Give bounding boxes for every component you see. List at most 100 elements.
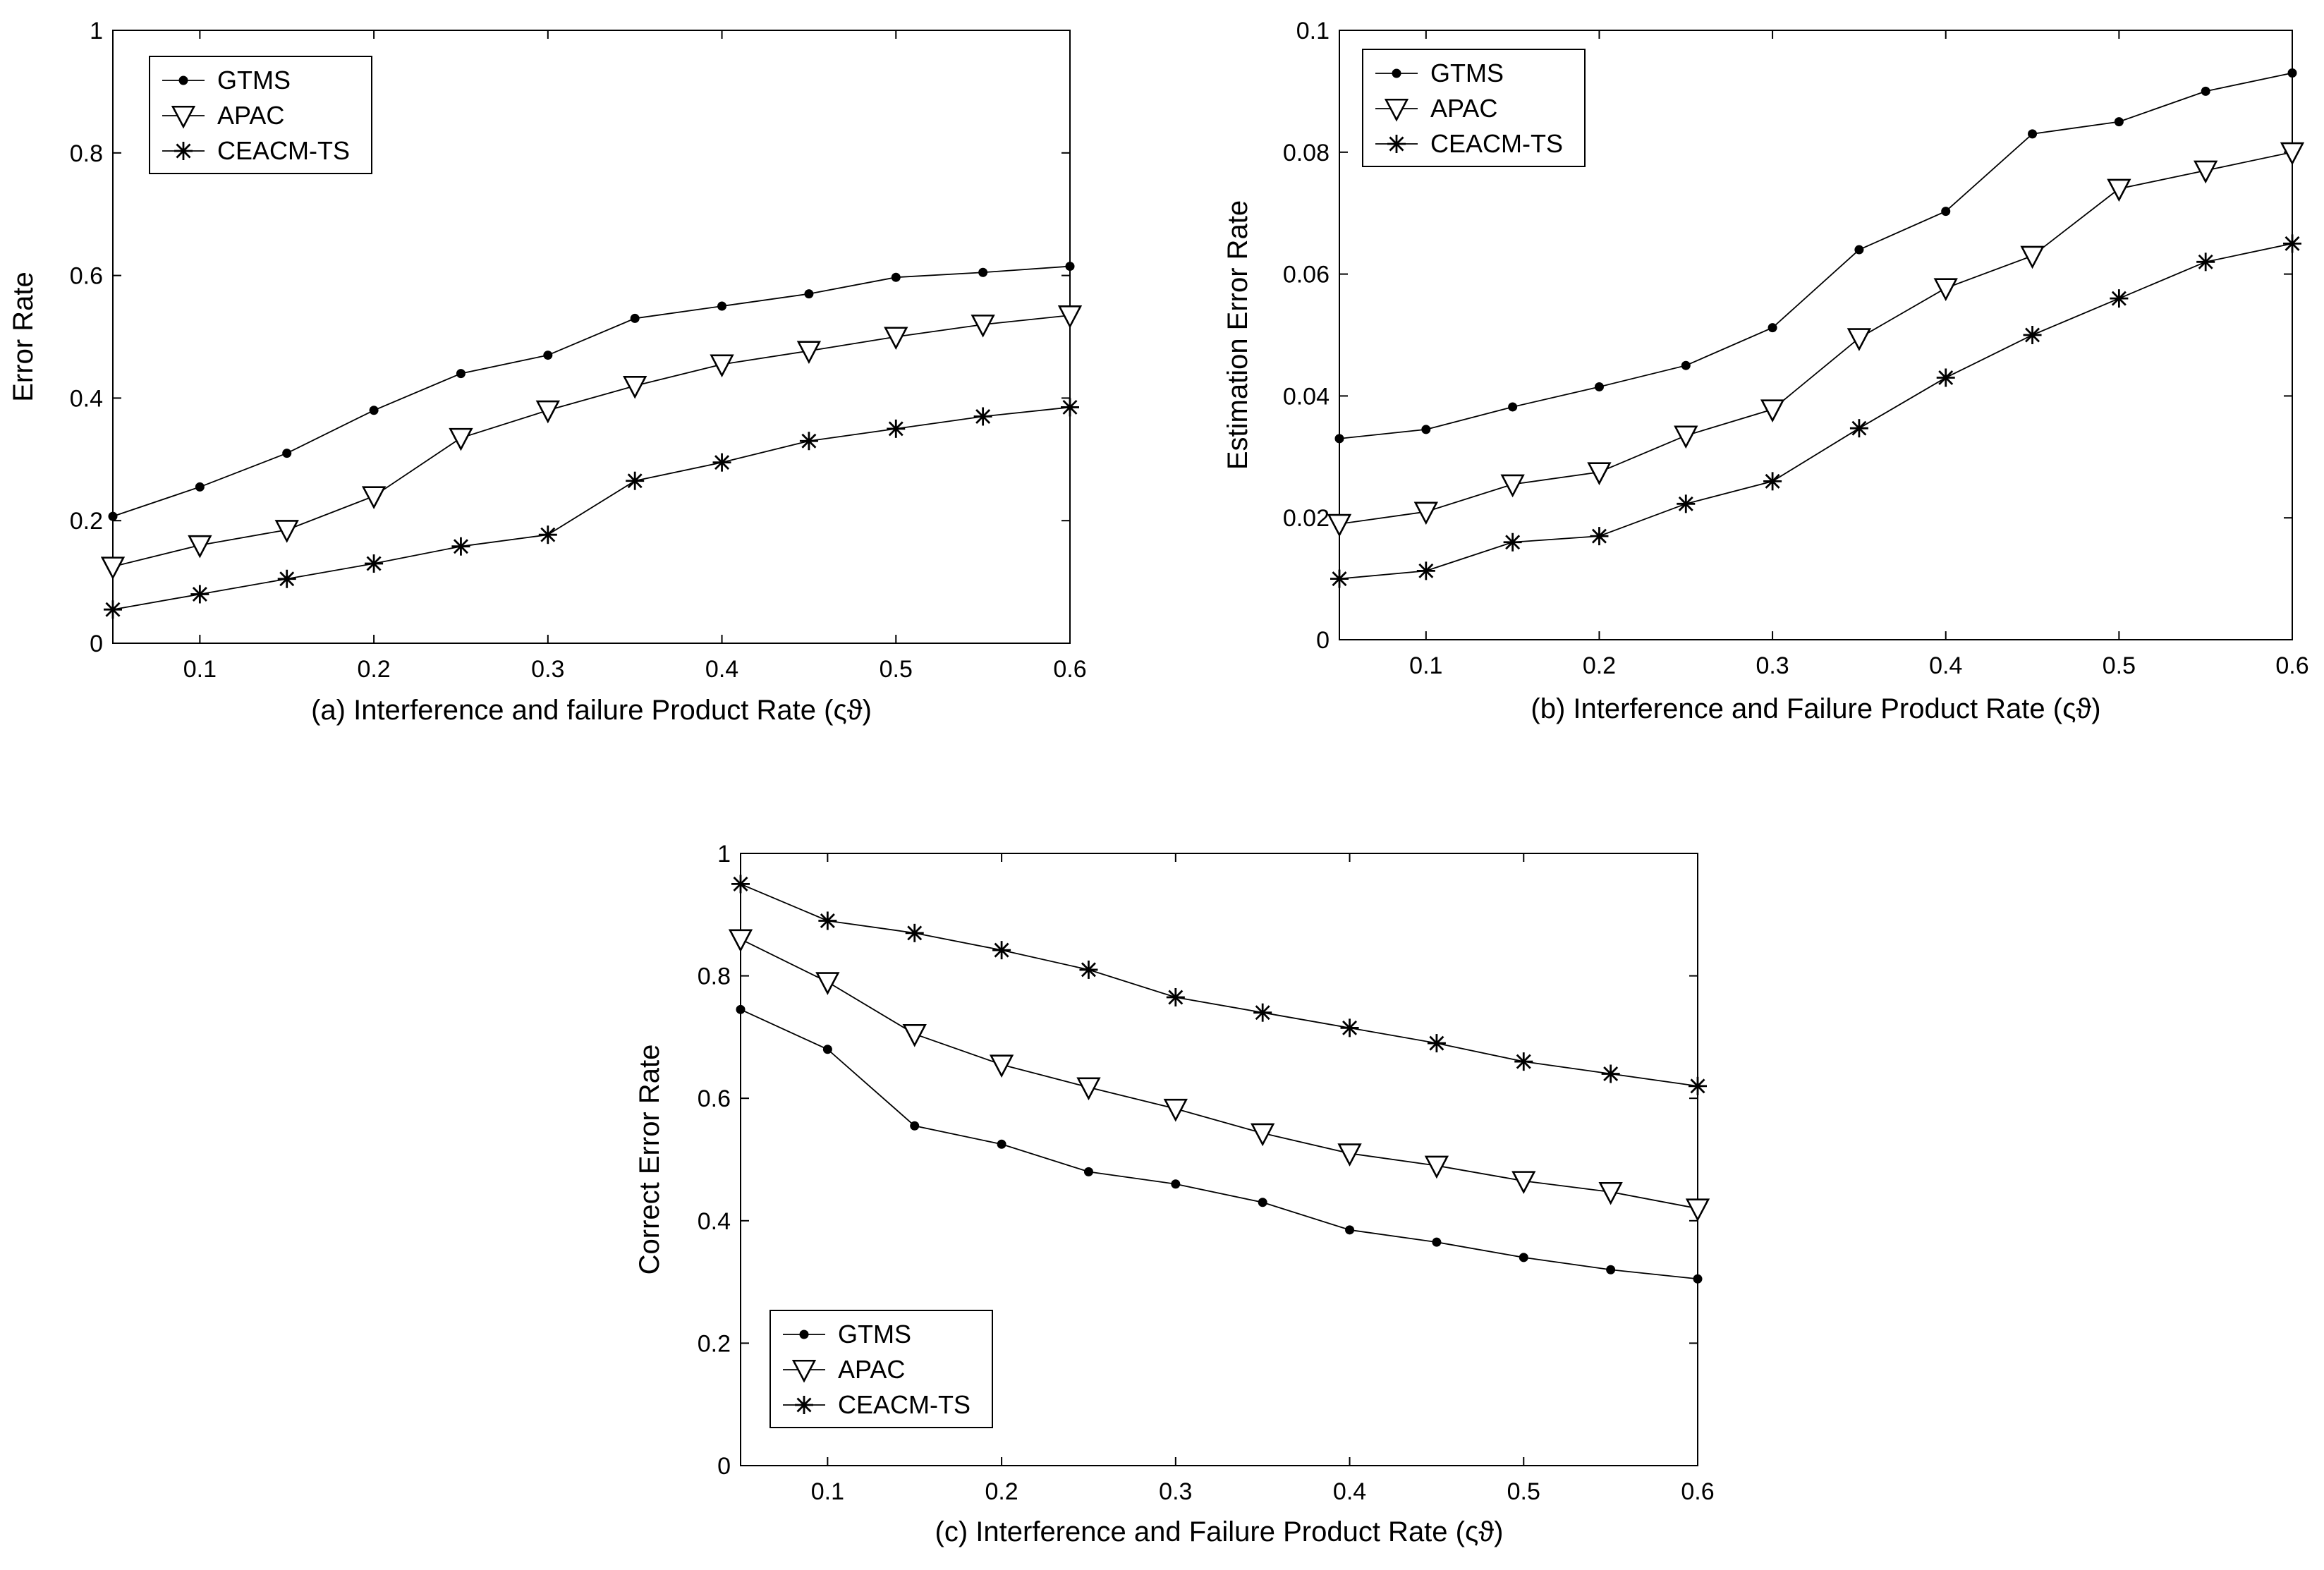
chart-b-series-ceacm-ts-point: [2110, 289, 2129, 308]
chart-a-series-ceacm-ts-point: [538, 525, 557, 544]
chart-c-xtick-label: 0.2: [985, 1478, 1018, 1505]
chart-a-series-gtms-point: [978, 267, 988, 277]
chart-c-series-ceacm-ts-point-stroke: [1690, 1078, 1705, 1094]
chart-b-series-apac-point: [2280, 142, 2305, 166]
chart-a-series-ceacm-ts-point: [365, 554, 384, 573]
chart-a-xtick-label: 0.1: [183, 656, 217, 683]
chart-a-ytick-label: 0.4: [70, 385, 103, 412]
chart-b-series-apac-point: [2020, 245, 2045, 269]
chart-b: 0.1 0.2 0.3 0.4 0.5 0.6 0 0.02 0.04 0.06 0.08 0.1 (b…: [1222, 18, 2309, 724]
chart-b-ytick-label: 0.02: [1283, 505, 1330, 532]
chart-b-series-apac-point: [1760, 399, 1785, 422]
chart-a-series-gtms-point: [804, 289, 814, 299]
chart-a-series-gtms-point: [456, 369, 466, 379]
chart-c-series-ceacm-ts-point: [1340, 1018, 1359, 1037]
chart-c-series-ceacm-ts-point-stroke: [820, 913, 835, 928]
chart-c-legend-entry-ceacm-ts-marker-stroke: [796, 1397, 812, 1413]
chart-c-series-ceacm-ts-point-stroke: [1342, 1020, 1358, 1035]
chart-a-series-gtms-point: [630, 313, 640, 323]
chart-c-series-ceacm-ts-point: [731, 875, 750, 894]
chart-c-ytick-label: 0.8: [698, 963, 731, 990]
chart-b-series-ceacm-ts-point: [2023, 326, 2042, 344]
chart-c-series-apac-point: [1251, 1123, 1275, 1147]
chart-a-plot-frame: [112, 30, 1071, 644]
chart-b-series-ceacm-ts-point: [1936, 368, 1955, 387]
chart-a-series-apac-point: [884, 327, 908, 351]
chart-b-series-apac-point: [1413, 501, 1438, 525]
chart-b-series-ceacm-ts: [1330, 234, 2301, 588]
chart-a-legend-entry-ceacm-ts-marker-stroke: [176, 143, 191, 159]
chart-b-series-apac-point: [1847, 328, 1872, 351]
chart-b-series-gtms-point: [1941, 207, 1951, 217]
chart-a-legend-entry-apac: APAC: [162, 101, 284, 130]
chart-c-series-ceacm-ts-point-stroke: [1168, 990, 1184, 1005]
chart-a-series-gtms-line: [112, 265, 1071, 517]
chart-c-series-ceacm-ts-point: [992, 941, 1011, 960]
chart-c-series-gtms-line: [740, 1009, 1698, 1280]
chart-b-series-apac-point: [1674, 425, 1698, 449]
chart-c-series-gtms-point: [1519, 1253, 1528, 1262]
chart-a-legend: GTMS APAC CEACM-TS: [149, 56, 372, 174]
chart-a-series-ceacm-ts-point-stroke: [105, 602, 121, 617]
chart-c-ytick-label: 1: [717, 841, 731, 868]
chart-b-legend-entry-gtms-marker: [1392, 68, 1401, 78]
chart-a-ytick-label: 1: [90, 18, 103, 44]
chart-a-ytick-label: 0.2: [70, 508, 103, 535]
chart-c-series-gtms-point: [1606, 1265, 1616, 1274]
chart-b-series-gtms-point: [1508, 402, 1518, 412]
chart-a-series-ceacm-ts-point: [104, 600, 122, 619]
chart-c-series-apac-point: [815, 972, 840, 995]
chart-c-series-ceacm-ts-point: [905, 923, 924, 942]
chart-c-legend-entry-gtms-marker: [799, 1329, 809, 1339]
chart-b-series-ceacm-ts-point: [1763, 472, 1782, 491]
chart-b-legend-entry-apac-marker: [1384, 98, 1409, 122]
chart-b-legend-entry-ceacm-ts-label: CEACM-TS: [1430, 129, 1563, 158]
chart-a-series-ceacm-ts-point-stroke: [975, 408, 991, 424]
chart-b-series-ceacm-ts-point-stroke: [1765, 473, 1780, 489]
chart-c-ytick-label: 0.4: [698, 1208, 731, 1235]
chart-c-series-ceacm-ts-point: [1689, 1076, 1707, 1095]
chart-c-series-ceacm-ts-point-stroke: [733, 876, 748, 892]
chart-a-series-apac-line: [112, 315, 1071, 568]
chart-c-series-ceacm-ts-point: [1079, 960, 1098, 979]
chart-b-legend-entry-ceacm-ts-marker: [1387, 135, 1406, 153]
chart-a-series-ceacm-ts-point: [887, 419, 906, 438]
chart-c-series-ceacm-ts: [731, 875, 1707, 1095]
chart-c-x-axis-label: (c) Interference and Failure Product Rat…: [935, 1516, 1504, 1547]
chart-b-series-ceacm-ts-point: [2283, 234, 2301, 253]
chart-c-series-apac-point: [1598, 1181, 1623, 1205]
chart-b-legend-entry-ceacm-ts-marker-stroke: [1389, 136, 1404, 152]
chart-b-ytick-label: 0: [1316, 627, 1330, 654]
chart-c-series-gtms-point: [1345, 1225, 1355, 1235]
chart-b-series-ceacm-ts-point-stroke: [1591, 528, 1607, 544]
chart-a-legend-entry-ceacm-ts-label: CEACM-TS: [217, 136, 350, 165]
chart-b-xtick-label: 0.3: [1756, 652, 1789, 679]
chart-b-series-gtms-point: [2201, 86, 2210, 96]
chart-a-series-ceacm-ts-point: [451, 537, 470, 556]
chart-a-y-axis-label: Error Rate: [8, 272, 39, 402]
chart-b-ytick-label: 0.04: [1283, 383, 1330, 410]
chart-b-series-ceacm-ts-point-stroke: [1332, 571, 1347, 587]
chart-c-series-gtms-point: [1432, 1237, 1442, 1247]
chart-c-series-ceacm-ts-point-stroke: [1255, 1005, 1270, 1021]
chart-c-series-ceacm-ts-point-stroke: [1081, 962, 1096, 978]
chart-a-series-apac-point: [623, 375, 647, 399]
chart-a-series-gtms-point: [891, 272, 901, 282]
chart-a-legend-entry-gtms-label: GTMS: [217, 66, 291, 95]
chart-c-series-ceacm-ts-point: [818, 911, 837, 930]
chart-b-series-gtms-point: [2028, 129, 2038, 139]
chart-a-series-gtms-point: [1065, 262, 1075, 272]
chart-a-series-ceacm-ts-point: [799, 432, 818, 451]
chart-a-series-apac-point: [188, 535, 212, 559]
chart-b-series-ceacm-ts-point: [1590, 527, 1609, 546]
chart-c-series-ceacm-ts-point: [1601, 1064, 1620, 1083]
chart-c-legend-entry-gtms: GTMS: [783, 1320, 911, 1349]
chart-c-series-ceacm-ts-point-stroke: [1429, 1035, 1444, 1051]
chart-b-series-apac: [1327, 142, 2305, 537]
chart-a-xtick-label: 0.2: [357, 656, 390, 683]
chart-a-legend-entry-gtms: GTMS: [162, 66, 291, 95]
chart-c-series-apac-point: [1163, 1098, 1188, 1122]
chart-b-series-apac-point: [1587, 462, 1612, 485]
chart-a-series-ceacm-ts-point: [712, 453, 731, 472]
chart-b-series-ceacm-ts-point-stroke: [2111, 291, 2127, 306]
